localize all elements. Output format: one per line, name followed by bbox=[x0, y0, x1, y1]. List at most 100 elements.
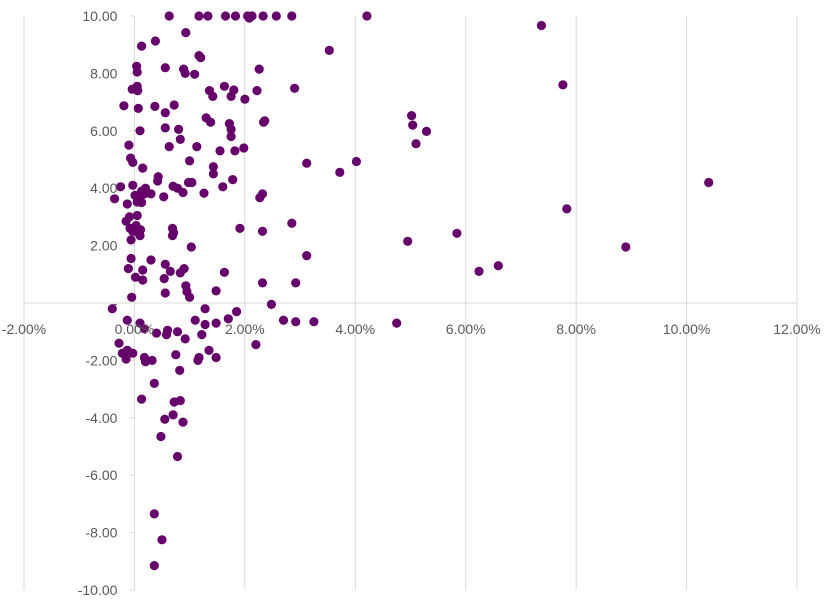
data-point bbox=[192, 142, 202, 152]
data-point bbox=[704, 177, 714, 188]
data-point bbox=[133, 103, 143, 113]
data-point bbox=[128, 348, 138, 358]
data-point bbox=[128, 157, 138, 167]
y-axis-tick-labels: 10.00 8.00 6.00 4.00 2.00 - -2.00 -4.00 -6.00 -8.… bbox=[78, 8, 118, 598]
data-point bbox=[239, 143, 249, 153]
data-point bbox=[167, 231, 178, 241]
data-point bbox=[335, 167, 345, 177]
data-point bbox=[139, 324, 149, 334]
y-tick-label: - bbox=[113, 295, 118, 311]
data-point bbox=[200, 304, 210, 314]
data-point bbox=[493, 261, 503, 271]
data-point bbox=[291, 278, 301, 288]
data-point bbox=[137, 197, 147, 208]
data-point bbox=[302, 158, 312, 168]
data-point bbox=[186, 242, 196, 252]
data-point bbox=[161, 330, 172, 340]
data-point bbox=[211, 286, 221, 296]
data-point bbox=[257, 226, 268, 236]
data-point bbox=[124, 212, 135, 222]
data-point bbox=[204, 345, 214, 355]
data-point bbox=[135, 126, 145, 136]
data-point bbox=[132, 210, 142, 221]
data-point bbox=[254, 64, 264, 74]
data-point bbox=[208, 169, 218, 179]
data-point bbox=[165, 266, 175, 276]
y-tick-label: -2.00 bbox=[86, 352, 118, 368]
x-tick-label: 8.00% bbox=[556, 321, 596, 337]
data-point bbox=[278, 315, 289, 325]
data-point bbox=[232, 307, 242, 317]
data-point bbox=[135, 231, 145, 241]
data-point bbox=[257, 278, 268, 288]
data-point bbox=[266, 299, 276, 309]
data-point bbox=[235, 223, 245, 233]
data-point bbox=[218, 182, 228, 192]
data-point bbox=[128, 180, 138, 190]
data-point bbox=[149, 509, 159, 519]
data-point bbox=[169, 100, 179, 110]
data-point bbox=[149, 561, 159, 571]
data-point bbox=[153, 176, 163, 186]
data-point bbox=[147, 355, 157, 365]
data-point bbox=[536, 20, 547, 31]
data-point bbox=[287, 218, 297, 228]
data-point bbox=[138, 163, 148, 173]
x-tick-label: -2.00% bbox=[2, 321, 46, 337]
data-point bbox=[287, 11, 297, 21]
data-point bbox=[150, 36, 160, 46]
y-tick-label: -8.00 bbox=[86, 525, 118, 541]
x-tick-label: 0.00% bbox=[115, 321, 155, 337]
data-point bbox=[194, 352, 204, 363]
data-point bbox=[178, 417, 188, 427]
data-point bbox=[146, 255, 156, 265]
data-point bbox=[562, 204, 572, 214]
data-point bbox=[138, 275, 148, 285]
data-point bbox=[230, 146, 240, 156]
data-point bbox=[121, 354, 131, 364]
data-point bbox=[175, 268, 185, 278]
data-point bbox=[160, 288, 170, 298]
data-point bbox=[392, 318, 402, 328]
x-tick-label: 4.00% bbox=[335, 321, 375, 337]
data-point bbox=[127, 292, 137, 302]
data-point bbox=[138, 265, 148, 275]
data-point bbox=[172, 451, 183, 462]
data-point bbox=[114, 338, 124, 348]
data-point bbox=[146, 189, 156, 199]
data-point bbox=[208, 162, 218, 172]
data-point bbox=[130, 272, 141, 282]
data-point bbox=[180, 68, 190, 78]
data-point bbox=[160, 108, 170, 118]
y-tick-label: 6.00 bbox=[90, 123, 117, 139]
data-point bbox=[175, 365, 185, 375]
data-point bbox=[203, 11, 213, 21]
data-point bbox=[271, 11, 281, 21]
data-point bbox=[140, 183, 151, 193]
data-point bbox=[123, 264, 133, 274]
x-tick-label: 10.00% bbox=[663, 321, 710, 337]
data-point bbox=[185, 156, 195, 166]
data-point bbox=[259, 117, 269, 127]
data-point bbox=[351, 156, 361, 167]
data-point bbox=[190, 69, 200, 79]
data-point bbox=[211, 352, 221, 363]
data-point bbox=[403, 236, 413, 246]
y-tick-label: -4.00 bbox=[86, 410, 118, 426]
data-point bbox=[215, 146, 225, 156]
data-point bbox=[122, 315, 132, 325]
data-point bbox=[132, 67, 142, 77]
y-tick-label: 4.00 bbox=[90, 180, 117, 196]
data-point bbox=[150, 101, 160, 111]
data-point bbox=[160, 63, 170, 73]
data-point bbox=[159, 192, 169, 202]
data-point bbox=[175, 396, 185, 406]
data-point bbox=[133, 86, 143, 96]
data-point bbox=[190, 315, 200, 325]
data-point bbox=[180, 334, 190, 344]
x-tick-label: 12.00% bbox=[773, 321, 820, 337]
data-point bbox=[199, 188, 209, 198]
data-point bbox=[211, 318, 221, 328]
data-point bbox=[309, 317, 319, 327]
